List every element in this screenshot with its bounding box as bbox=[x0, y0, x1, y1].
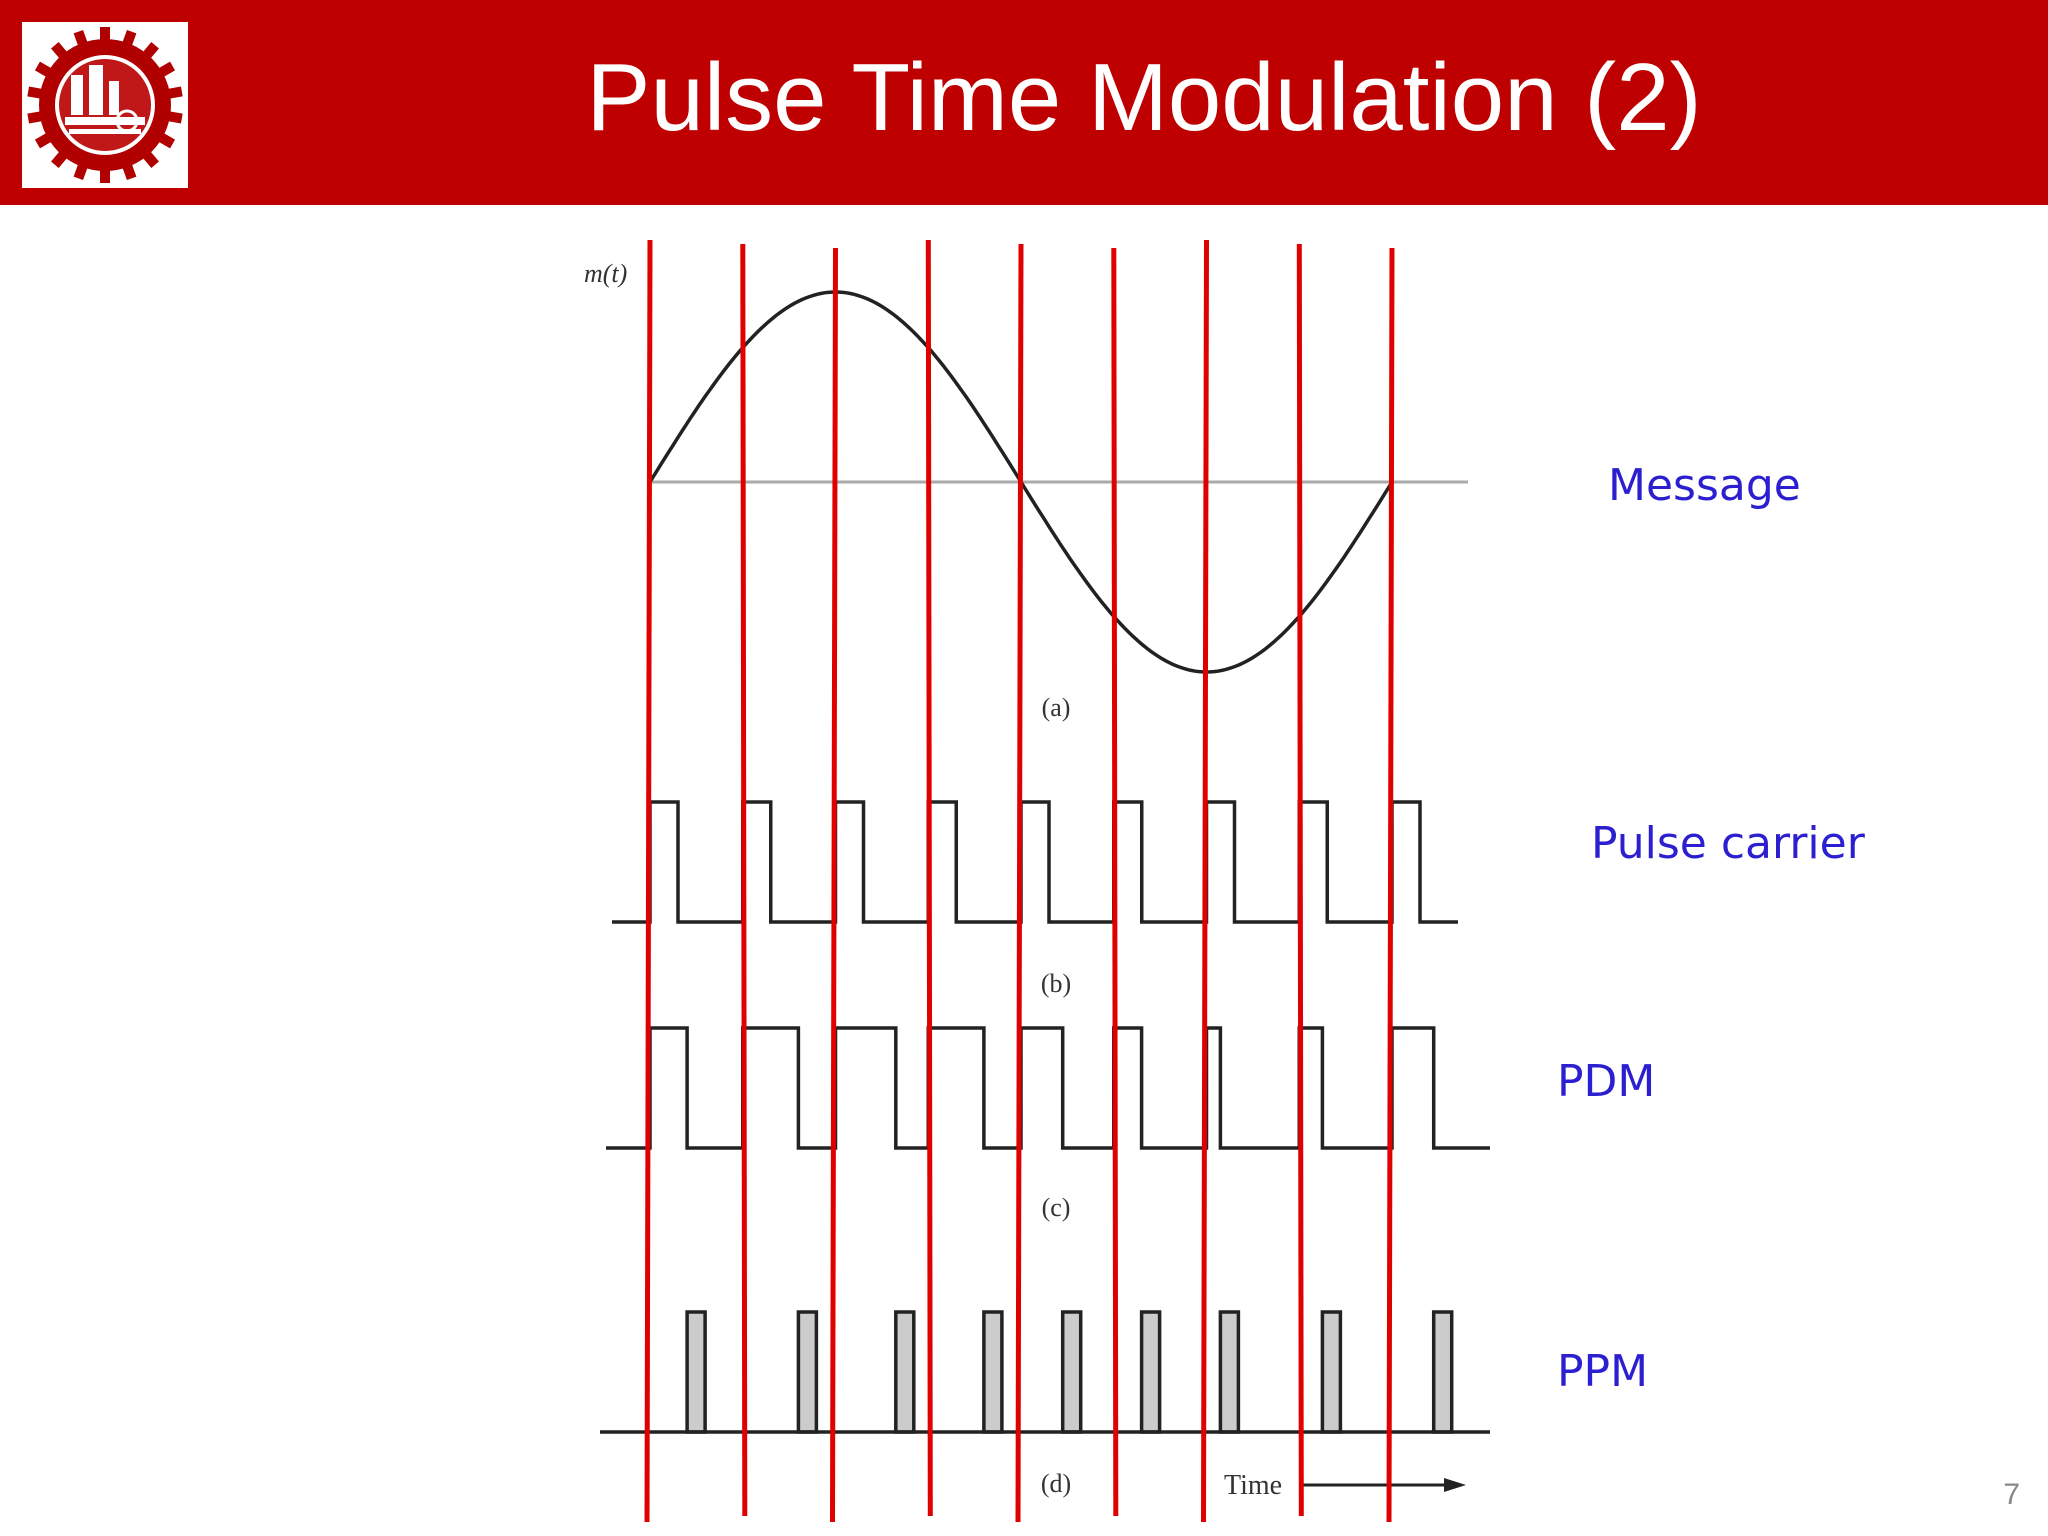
pdm-waveform bbox=[606, 1026, 1490, 1150]
sampling-line bbox=[925, 239, 933, 1517]
ppm-panel: (d) Time bbox=[600, 1310, 1490, 1501]
university-gear-emblem-icon bbox=[27, 27, 183, 183]
sampling-line bbox=[644, 239, 653, 1523]
ppm-pulse bbox=[894, 1310, 916, 1434]
ppm-label: PPM bbox=[1557, 1346, 1649, 1397]
message-waveform-panel: m(t) (a) bbox=[584, 259, 1468, 722]
pulse-carrier-panel: (b) bbox=[612, 800, 1458, 998]
pdm-label: PDM bbox=[1557, 1056, 1656, 1107]
ppm-pulse bbox=[1320, 1310, 1343, 1434]
panel-label-a: (a) bbox=[1042, 693, 1071, 722]
ppm-pulse bbox=[1060, 1310, 1083, 1434]
sampling-instant-lines bbox=[644, 239, 1395, 1523]
panel-label-b: (b) bbox=[1041, 969, 1071, 998]
ppm-pulse bbox=[1431, 1310, 1454, 1434]
ppm-pulse bbox=[796, 1310, 819, 1434]
panel-label-d: (d) bbox=[1041, 1469, 1071, 1498]
message-axis-label: m(t) bbox=[584, 259, 627, 288]
sampling-line bbox=[1386, 247, 1395, 1523]
sampling-line bbox=[1201, 239, 1209, 1523]
page-number: 7 bbox=[2003, 1478, 2020, 1511]
sampling-line bbox=[830, 247, 838, 1523]
sampling-line bbox=[1015, 243, 1024, 1523]
pulse-carrier-label: Pulse carrier bbox=[1591, 818, 1865, 869]
ppm-pulse bbox=[685, 1310, 707, 1434]
sampling-line bbox=[1296, 243, 1304, 1517]
time-arrow-head bbox=[1444, 1478, 1466, 1492]
pdm-panel: (c) bbox=[606, 1026, 1490, 1222]
sampling-line bbox=[1111, 247, 1119, 1517]
message-label: Message bbox=[1608, 460, 1801, 511]
sampling-line bbox=[740, 243, 748, 1517]
slide-header: Pulse Time Modulation (2) bbox=[0, 0, 2048, 205]
ppm-pulse bbox=[1218, 1310, 1241, 1434]
time-axis-label: Time bbox=[1224, 1470, 1282, 1501]
pulse-carrier-waveform bbox=[612, 800, 1458, 924]
slide-title: Pulse Time Modulation (2) bbox=[586, 44, 1702, 151]
ppm-pulse bbox=[1139, 1310, 1162, 1434]
logo bbox=[22, 22, 188, 188]
panel-label-c: (c) bbox=[1042, 1193, 1071, 1222]
ppm-pulse bbox=[982, 1310, 1004, 1434]
